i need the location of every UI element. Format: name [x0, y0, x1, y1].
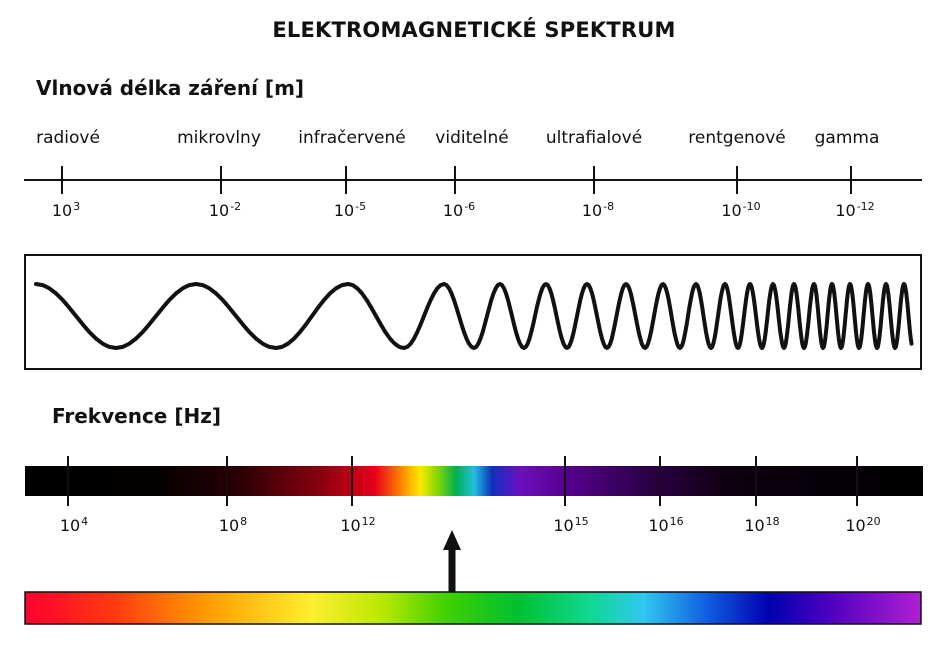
frequency-bar: [25, 466, 923, 496]
visible-spectrum-bar: [24, 591, 922, 625]
frequency-tick-label-2: 1012: [340, 515, 376, 535]
wavelength-tick-label-0: 103: [51, 200, 81, 220]
page-title: ELEKTROMAGNETICKÉ SPEKTRUM: [272, 18, 676, 42]
wavelength-heading: Vlnová délka záření [m]: [36, 76, 305, 100]
frequency-tick-label-0: 104: [59, 515, 89, 535]
frequency-tick-label-1: 108: [218, 515, 248, 535]
frequency-tick-label-6: 1020: [845, 515, 881, 535]
wavelength-tick-label-4: 10-8: [581, 200, 615, 220]
wave-curve: [34, 282, 914, 350]
band-label-ultraviolet: ultrafialové: [545, 128, 643, 148]
band-label-microwave: mikrovlny: [177, 128, 261, 148]
frequency-tick-label-4: 1016: [648, 515, 684, 535]
arrow-head: [443, 530, 461, 550]
band-label-radio: radiové: [36, 128, 100, 148]
wavelength-tick-label-1: 10-2: [208, 200, 242, 220]
band-label-infrared: infračervené: [298, 128, 406, 148]
frequency-tick-label-3: 1015: [553, 515, 589, 535]
frequency-heading: Frekvence [Hz]: [52, 404, 221, 428]
band-label-gamma: gamma: [814, 128, 880, 148]
band-label-visible: viditelné: [435, 128, 509, 148]
wavelength-tick-label-5: 10-10: [721, 200, 761, 220]
band-label-xray: rentgenové: [688, 128, 786, 148]
wavelength-tick-label-3: 10-6: [442, 200, 476, 220]
wave-box: [24, 254, 922, 370]
wavelength-tick-label-6: 10-12: [835, 200, 875, 220]
wavelength-tick-label-2: 10-5: [333, 200, 367, 220]
frequency-tick-label-5: 1018: [744, 515, 780, 535]
